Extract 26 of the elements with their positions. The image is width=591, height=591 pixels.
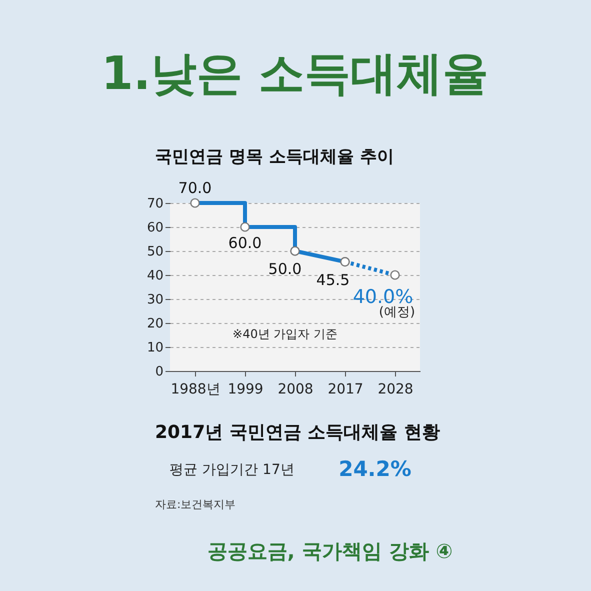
y-tick-label: 30 [146,292,164,308]
data-label: 70.0 [178,179,212,197]
text: 공공요금, 국가책임 강화 ④ [207,539,453,563]
text: 자료:보건복지부 [155,498,236,511]
chart-title: 1.낮은 소득대체율 [101,46,489,100]
annotation: ※40년 가입자 기준 [232,327,338,341]
data-label: 50.0 [268,260,302,278]
text: 24.2% [338,457,412,481]
annotation: (예정) [378,305,416,320]
y-tick-label: 40 [146,268,164,284]
x-tick-label: 2008 [278,382,314,398]
text: 평균 가입기간 17년 [170,462,294,478]
data-label: 60.0 [228,234,262,252]
y-tick-label: 10 [146,340,164,356]
x-tick-label: 1988년 [170,382,220,398]
y-tick-label: 70 [146,196,164,212]
x-tick-label: 2017 [328,382,364,398]
text: 2017년 국민연금 소득대체율 현황 [155,422,440,443]
x-tick-label: 1999 [228,382,264,398]
y-tick-label: 50 [146,244,164,260]
chart-subtitle: 국민연금 명목 소득대체율 추이 [155,147,394,167]
y-tick-label: 60 [146,220,164,236]
x-tick-label: 2028 [378,382,414,398]
y-tick-label: 0 [155,364,164,380]
y-tick-label: 20 [146,316,164,332]
data-label: 45.5 [316,270,350,289]
